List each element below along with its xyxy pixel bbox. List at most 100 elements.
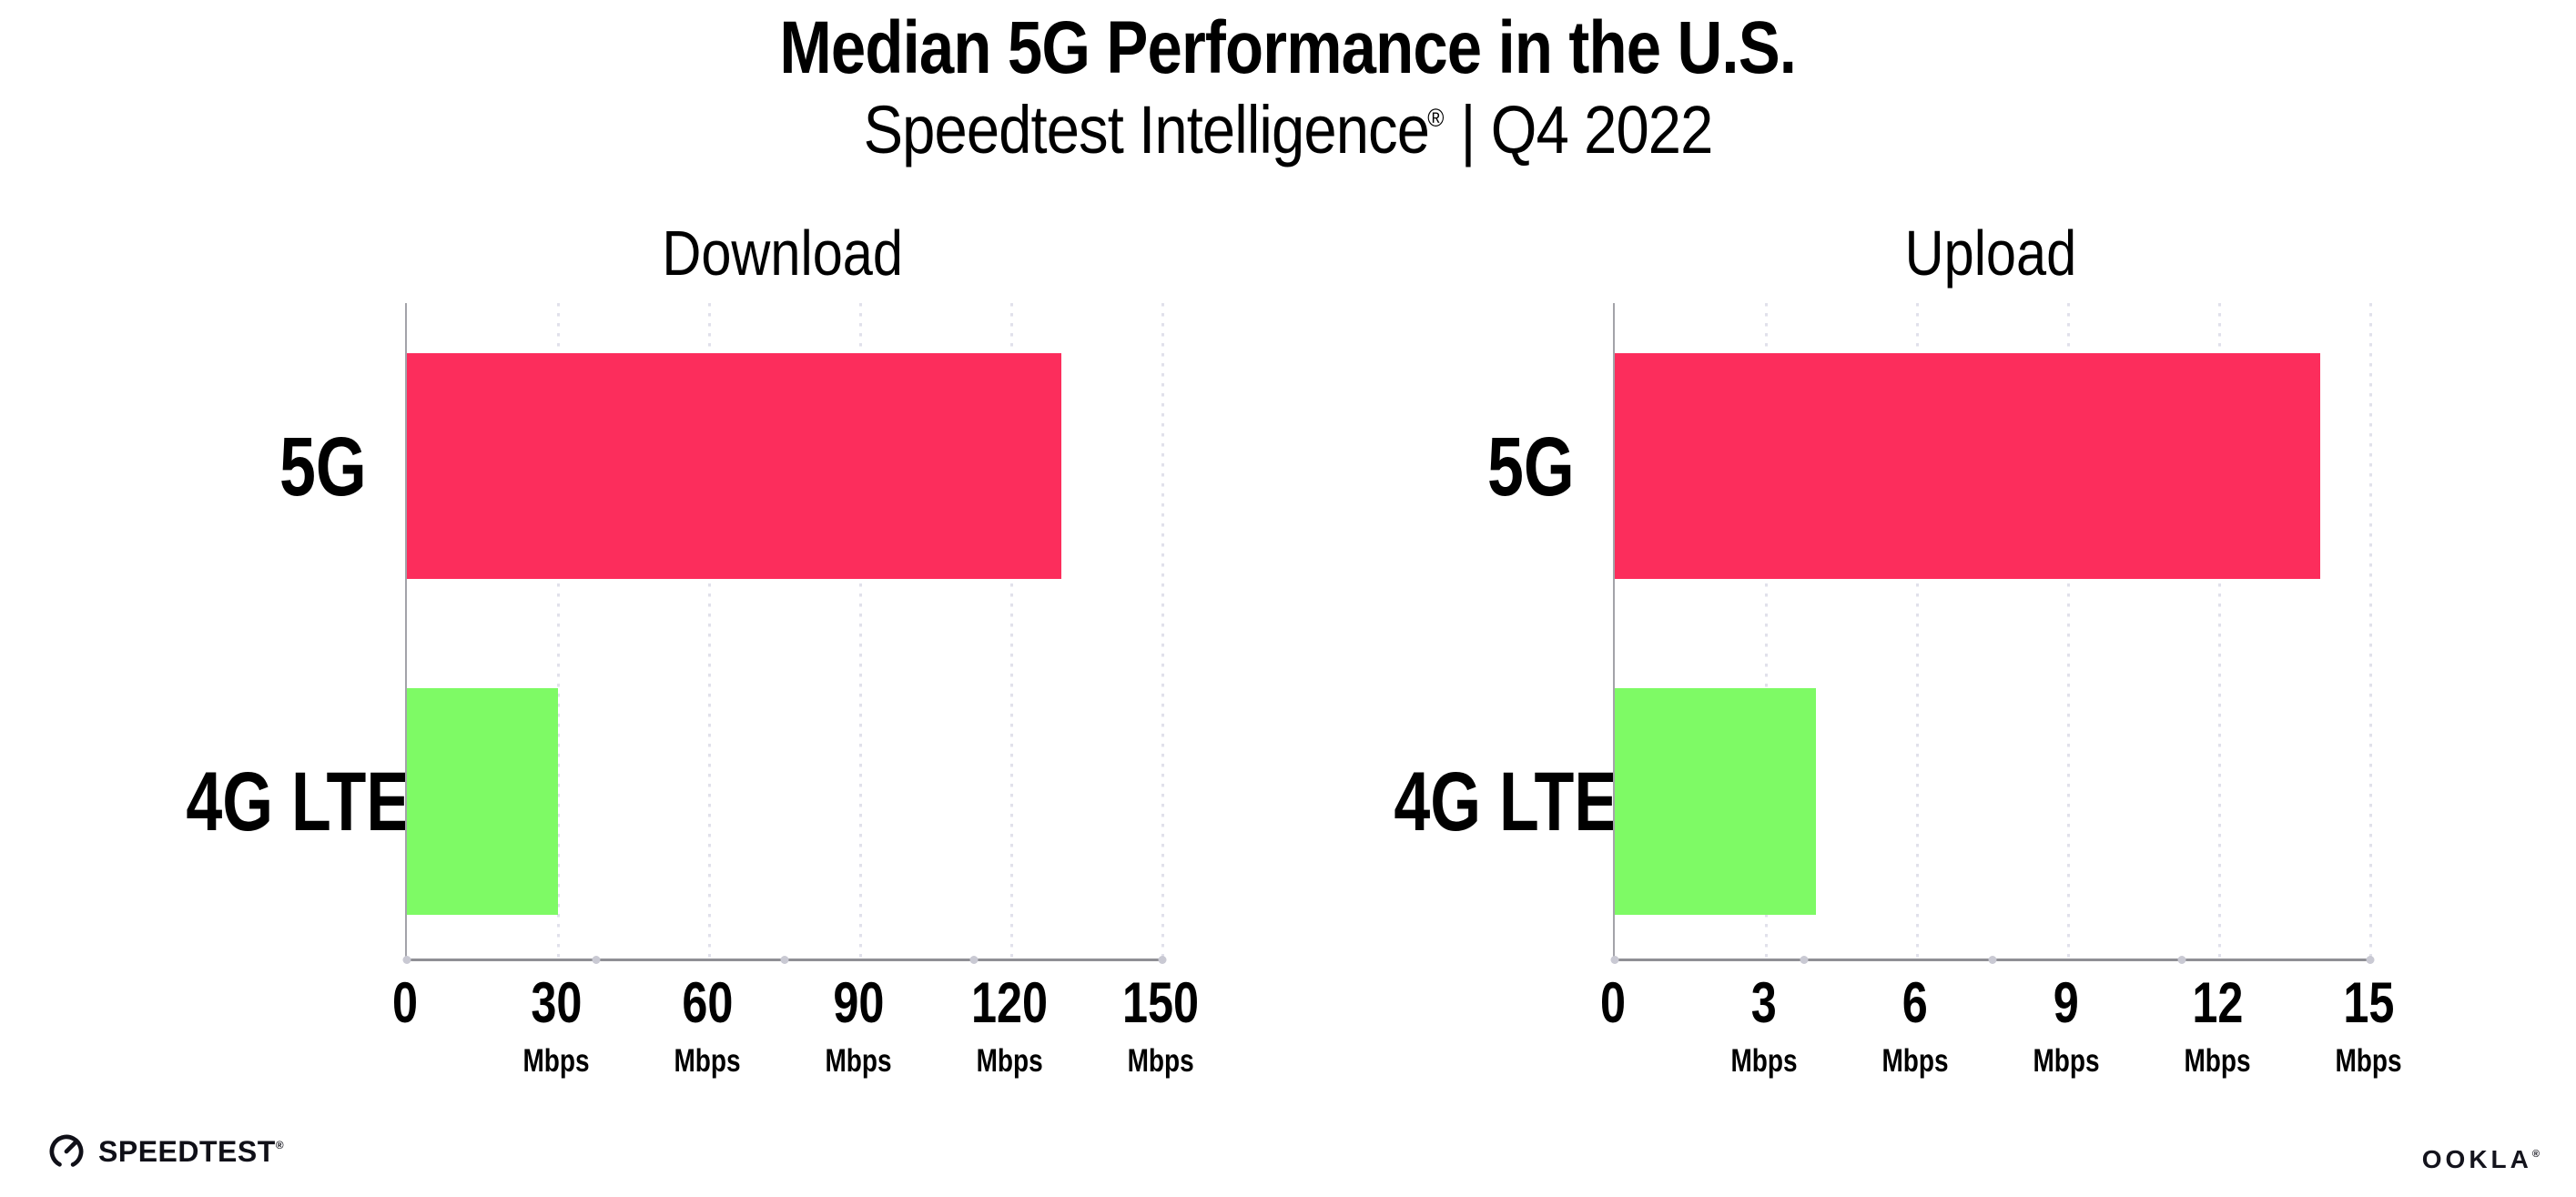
x-tick-value-text: 12 [2191, 971, 2244, 1035]
x-tick-value: 3 [1722, 975, 1805, 1032]
x-axis-ticks: 0 3 Mbps 6 Mbps 9 Mbps 12 Mbps 15 Mbps [1600, 975, 2402, 1102]
page-title: Median 5G Performance in the U.S. [0, 6, 2576, 89]
gridline [2369, 303, 2372, 959]
x-tick-unit-text: Mbps [1730, 1043, 1798, 1079]
axis-tick-dot [2366, 956, 2375, 964]
category-label-5g-text: 5G [279, 421, 367, 513]
x-tick-unit: Mbps [816, 1045, 899, 1077]
x-tick: 0 [389, 975, 421, 1032]
x-tick-value-text: 150 [1121, 971, 1200, 1035]
x-tick: 3 Mbps [1722, 975, 1805, 1079]
axis-tick-dot [1988, 956, 1997, 964]
axis-tick-dot [1800, 956, 1808, 964]
plot-area [402, 303, 1167, 964]
category-label-5g: 5G [123, 421, 367, 512]
x-tick-unit-text: Mbps [674, 1043, 741, 1079]
speedtest-gauge-icon [47, 1132, 86, 1171]
x-tick-unit: Mbps [2327, 1045, 2409, 1077]
x-tick: 9 Mbps [2024, 975, 2107, 1078]
page-subtitle-text: Speedtest Intelligence® | Q4 2022 [863, 91, 1714, 168]
category-label-5g-text: 5G [1487, 421, 1575, 513]
x-tick-value-text: 30 [530, 971, 583, 1035]
registered-mark: ® [1427, 103, 1444, 132]
x-tick-value-text: 3 [1750, 971, 1778, 1035]
x-tick-value: 6 [1873, 975, 1956, 1032]
x-tick: 120 Mbps [961, 971, 1057, 1078]
x-tick-value: 90 [816, 975, 899, 1032]
header: Median 5G Performance in the U.S. Speedt… [0, 0, 2576, 168]
ookla-wordmark-text: OOKLA [2421, 1145, 2532, 1173]
plot-area [1610, 303, 2375, 964]
bar-5g-upload [1615, 352, 2320, 580]
x-axis-ticks: 0 30 Mbps 60 Mbps 90 Mbps 120 Mbps 150 Mbps [392, 971, 1199, 1102]
x-tick-unit: Mbps [2024, 1045, 2107, 1077]
x-tick: 150 Mbps [1112, 975, 1208, 1078]
axis-tick-dot [780, 956, 789, 964]
x-tick-unit-text: Mbps [1127, 1043, 1194, 1079]
upload-chart-title-text: Upload [1904, 218, 2077, 289]
x-tick: 90 Mbps [816, 975, 899, 1078]
speedtest-logo: SPEEDTEST® [47, 1132, 284, 1171]
x-tick-unit: Mbps [1112, 1045, 1208, 1077]
download-chart-title: Download [405, 208, 1161, 299]
ookla-registered-mark: ® [2531, 1148, 2540, 1160]
gridline [1765, 303, 1768, 959]
download-chart-title-text: Download [662, 218, 904, 289]
upload-chart: Upload 5G 4G LTE 0 3 Mbps 6 Mbps 9 Mbps 12 M… [1331, 208, 2402, 1104]
page-subtitle: Speedtest Intelligence® | Q4 2022 [0, 91, 2576, 168]
bar-4g-lte-upload [1615, 688, 1817, 915]
subtitle-period: | Q4 2022 [1445, 92, 1713, 168]
x-tick-unit-text: Mbps [522, 1043, 590, 1079]
x-tick: 12 Mbps [2175, 975, 2258, 1078]
download-chart: Download 5G 4G LTE 0 30 Mbps 60 Mbps 90 Mbp… [123, 208, 1199, 1104]
x-tick: 6 Mbps [1873, 975, 1956, 1078]
x-tick: 0 [1597, 975, 1628, 1032]
category-label-4g-lte-text: 4G LTE [186, 756, 411, 848]
speedtest-registered-mark: ® [275, 1138, 285, 1151]
x-tick: 30 Mbps [514, 975, 597, 1078]
x-tick-value: 9 [2024, 975, 2107, 1032]
x-tick-unit-text: Mbps [2335, 1043, 2402, 1079]
gridline [2067, 303, 2070, 959]
gridline [1161, 303, 1164, 959]
x-tick-value: 12 [2175, 975, 2258, 1032]
speedtest-wordmark: SPEEDTEST® [98, 1135, 284, 1169]
axis-tick-dot [1610, 956, 1619, 964]
x-tick-value: 15 [2327, 975, 2409, 1032]
x-tick-unit-text: Mbps [2184, 1043, 2251, 1079]
x-tick-value-text: 9 [2053, 971, 2080, 1035]
x-tick-value: 150 [1112, 975, 1208, 1032]
x-tick-value-text: 0 [1599, 971, 1627, 1035]
x-tick-unit-text: Mbps [1881, 1043, 1949, 1079]
axis-tick-dot [1158, 956, 1167, 964]
category-label-5g: 5G [1331, 421, 1575, 512]
x-tick-unit-text: Mbps [825, 1043, 892, 1079]
axis-tick-dot [969, 956, 978, 964]
gridline [2218, 303, 2221, 959]
gridline [859, 303, 862, 959]
x-tick-value: 0 [389, 975, 421, 1032]
bar-4g-lte-download [407, 688, 558, 915]
axis-tick-dot [402, 956, 411, 964]
category-label-4g-lte: 4G LTE [123, 756, 410, 847]
x-tick-value-text: 6 [1902, 971, 1929, 1035]
axis-tick-dot [2177, 956, 2186, 964]
x-tick-unit: Mbps [1873, 1045, 1956, 1077]
bar-5g-download [407, 352, 1062, 580]
x-tick-unit: Mbps [665, 1045, 748, 1077]
x-tick-unit-text: Mbps [2033, 1043, 2100, 1079]
x-tick-unit: Mbps [514, 1045, 597, 1077]
subtitle-brand: Speedtest Intelligence [863, 92, 1430, 168]
x-tick-unit: Mbps [2175, 1045, 2258, 1077]
x-tick-value-text: 60 [681, 971, 734, 1035]
x-tick-value: 60 [665, 975, 748, 1032]
upload-chart-title: Upload [1613, 208, 2368, 299]
gridline [708, 303, 711, 959]
gridline [1916, 303, 1919, 959]
x-tick-value: 30 [514, 975, 597, 1032]
x-tick-value-text: 120 [970, 971, 1049, 1035]
category-label-4g-lte: 4G LTE [1331, 756, 1618, 847]
axis-tick-dot [592, 956, 600, 964]
x-tick-value: 0 [1597, 975, 1628, 1032]
